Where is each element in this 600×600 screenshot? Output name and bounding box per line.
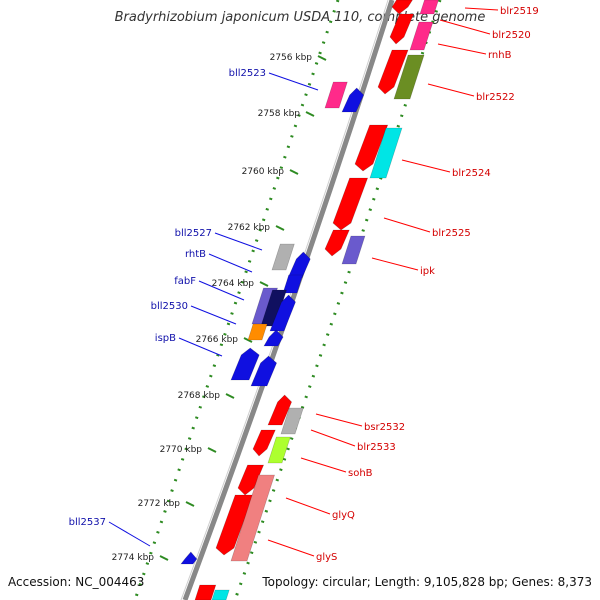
ruler-tick <box>259 281 269 287</box>
ruler-tick-label: 2758 kbp <box>258 109 301 119</box>
gene-block-blr2533 <box>267 436 291 464</box>
leader-line <box>383 217 431 233</box>
leader-line <box>214 232 263 251</box>
leader-line <box>178 337 223 357</box>
leader-line <box>315 413 363 427</box>
ruler-tick-label: 2756 kbp <box>270 53 313 63</box>
gene-block-rhtB-b <box>282 274 304 294</box>
leader-line <box>310 429 356 447</box>
leader-line <box>267 539 315 557</box>
leader-line <box>208 253 253 273</box>
leader-line <box>427 83 475 97</box>
gene-label-blr2525: blr2525 <box>432 228 471 239</box>
gene-block-blr2519 <box>419 0 439 15</box>
gene-label-sohB: sohB <box>348 468 373 479</box>
gene-block-blr2520-a <box>389 13 415 45</box>
leader-line <box>437 43 487 55</box>
ruler-tick <box>305 111 315 117</box>
ruler-tick <box>185 501 195 507</box>
ruler-tick-label: 2770 kbp <box>160 445 203 455</box>
ruler-tick-label: 2768 kbp <box>178 391 221 401</box>
ruler-tick <box>207 447 217 453</box>
ruler-tick <box>289 169 299 175</box>
gene-block-bsr2532-a <box>267 394 292 426</box>
gene-block-ipk-a <box>324 229 350 257</box>
gene-block-sohB <box>237 464 265 496</box>
gene-label-blr2520: blr2520 <box>492 30 531 41</box>
ruler-tick-label: 2766 kbp <box>196 335 239 345</box>
gene-block-edge-b <box>211 589 230 600</box>
leader-line <box>464 7 499 11</box>
gene-block-bll2537 <box>180 551 198 565</box>
genome-backbone-highlight <box>180 0 389 600</box>
ruler-tick <box>159 555 169 561</box>
gene-block-blr2524-a <box>354 124 389 172</box>
gene-label-blr2519: blr2519 <box>500 6 539 17</box>
ruler-tick-label: 2774 kbp <box>112 553 155 563</box>
gene-block-glyS <box>230 474 275 562</box>
gene-label-rhtB: rhtB <box>185 249 206 260</box>
gene-label-fabF: fabF <box>174 276 196 287</box>
gene-label-bll2537: bll2537 <box>69 517 106 528</box>
leader-line <box>439 19 491 35</box>
gene-block-bll2523-b <box>341 87 365 113</box>
gene-label-blr2522: blr2522 <box>476 92 515 103</box>
leader-line <box>300 457 347 473</box>
gene-block-blr2524 <box>369 127 403 179</box>
gene-block-bll2530 <box>247 323 268 341</box>
ruler-tick <box>317 55 327 61</box>
gene-block-blr2522 <box>393 54 425 100</box>
leader-line <box>401 159 451 173</box>
ruler-tick-label: 2772 kbp <box>138 499 181 509</box>
gene-block-ispB <box>230 347 260 381</box>
leader-line <box>285 497 331 515</box>
gene-block-glyQ <box>215 494 254 556</box>
gene-label-bll2527: bll2527 <box>175 228 212 239</box>
ruler-tick-label: 2764 kbp <box>212 279 255 289</box>
map-title: Bradyrhizobium japonicum USDA 110, compl… <box>114 10 486 25</box>
gene-label-glyS: glyS <box>316 552 337 563</box>
gene-block-edge-a <box>194 584 217 600</box>
gene-label-bsr2532: bsr2532 <box>364 422 405 433</box>
gene-label-blr2524: blr2524 <box>452 168 491 179</box>
gene-block-rnhB-a <box>377 49 409 95</box>
ruler-tick <box>275 225 285 231</box>
leader-line <box>108 521 151 547</box>
gene-block-blr2519-a <box>391 0 413 15</box>
gene-block-ispB-b <box>250 355 277 387</box>
gene-block-rhtB <box>287 251 311 279</box>
gene-label-rnhB: rnhB <box>488 50 512 61</box>
leader-line <box>371 257 419 271</box>
gene-block-blr2533-a <box>252 429 276 457</box>
leader-line <box>268 72 319 91</box>
ruler-tick-label: 2760 kbp <box>242 167 285 177</box>
gene-block-bll2530-b <box>263 329 284 347</box>
gene-block-ipk <box>341 235 366 265</box>
gene-label-bll2523: bll2523 <box>229 68 266 79</box>
gene-block-blr2520 <box>409 21 434 51</box>
leader-line <box>198 280 245 301</box>
gene-label-glyQ: glyQ <box>332 510 355 521</box>
gene-label-blr2533: blr2533 <box>357 442 396 453</box>
gene-block-bll2527 <box>271 243 295 271</box>
genome-summary-text: Topology: circular; Length: 9,105,828 bp… <box>262 575 592 589</box>
accession-text: Accession: NC_004463 <box>8 575 145 589</box>
gene-label-bll2530: bll2530 <box>151 301 188 312</box>
leader-line <box>190 305 237 325</box>
genome-backbone <box>182 0 395 600</box>
ruler-tick <box>225 393 235 399</box>
gene-block-blr2525 <box>332 177 369 231</box>
ruler-tick-label: 2762 kbp <box>228 223 271 233</box>
gene-block-bll2523 <box>324 81 348 109</box>
gene-label-ipk: ipk <box>420 266 435 277</box>
gene-block-bsr2532 <box>280 407 304 435</box>
gene-label-ispB: ispB <box>155 333 176 344</box>
